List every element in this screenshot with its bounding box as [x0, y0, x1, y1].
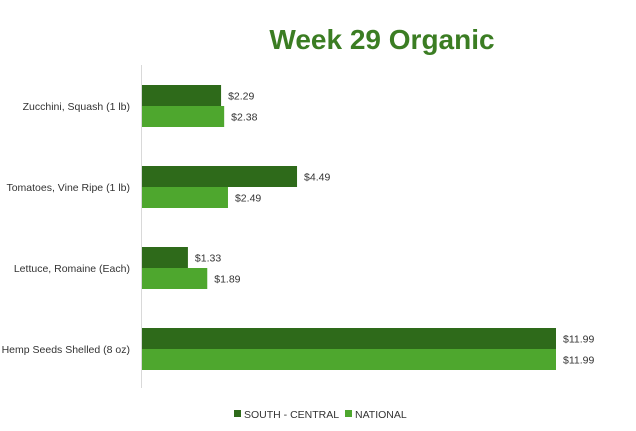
legend-swatch: [234, 410, 241, 417]
category-label: Tomatoes, Vine Ripe (1 lb): [6, 182, 130, 194]
bar: [142, 166, 298, 187]
value-label: $11.99: [563, 334, 594, 346]
bar: [142, 85, 222, 106]
category-label: Lettuce, Romaine (Each): [14, 263, 130, 275]
legend-label: SOUTH - CENTRAL: [244, 409, 339, 421]
value-label: $11.99: [563, 355, 594, 367]
value-label: $4.49: [304, 172, 330, 184]
legend-label: NATIONAL: [355, 409, 407, 421]
legend-swatch: [345, 410, 352, 417]
bar: [142, 328, 556, 349]
bar: [142, 247, 188, 268]
plot-area: Zucchini, Squash (1 lb) $2.29 $2.38 Tomatoe…: [2, 85, 594, 370]
chart-title: Week 29 Organic: [269, 24, 494, 55]
category-label: Zucchini, Squash (1 lb): [23, 101, 130, 113]
bar: [142, 187, 228, 208]
value-label: $2.29: [228, 91, 254, 103]
category-label: Hemp Seeds Shelled (8 oz): [2, 344, 130, 356]
bar: [142, 268, 208, 289]
legend: SOUTH - CENTRAL NATIONAL: [234, 409, 407, 421]
bar: [142, 349, 556, 370]
value-label: $2.49: [235, 193, 261, 205]
value-label: $1.33: [195, 253, 221, 265]
bar: [142, 106, 225, 127]
value-label: $2.38: [231, 112, 257, 124]
value-label: $1.89: [214, 274, 240, 286]
